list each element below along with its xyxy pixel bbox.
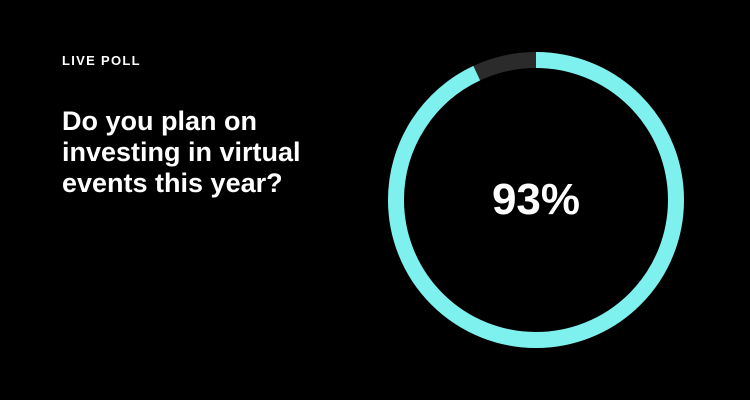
donut-chart [388,52,684,348]
percent-value: 93% [491,175,581,224]
poll-label: LIVE POLL [62,53,141,68]
donut-progress-arc [388,52,684,348]
poll-question: Do you plan on investing in virtual even… [62,106,301,198]
result-donut: 93% [386,50,686,350]
